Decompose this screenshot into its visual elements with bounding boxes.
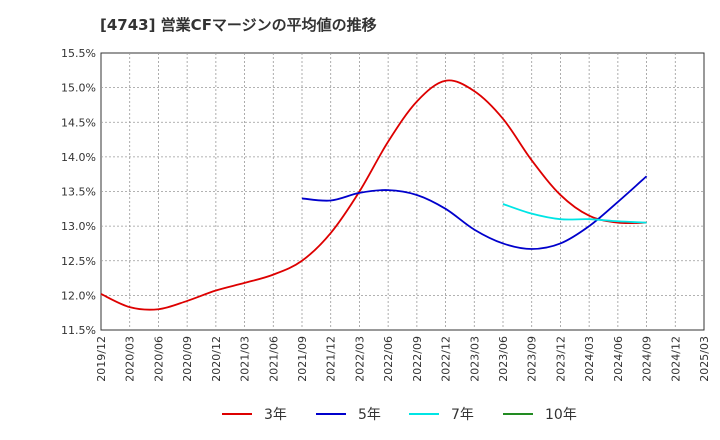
series-line-3 — [502, 203, 647, 224]
x-tick-label: 2024/06 — [612, 336, 625, 382]
legend-label-3: 7年 — [451, 407, 474, 423]
x-tick-label: 2021/06 — [267, 336, 280, 382]
x-tick-label: 2024/12 — [669, 336, 682, 382]
y-tick-label: 11.5% — [61, 324, 96, 337]
x-tick-label: 2024/03 — [583, 336, 596, 382]
series-line-1 — [100, 79, 647, 311]
y-axis: 11.5% 12.0% 12.5% 13.0% 13.5% 14.0% 14.5% 15.0%… — [61, 47, 96, 337]
x-tick-label: 2020/03 — [124, 336, 137, 382]
series-lines — [100, 79, 648, 311]
y-tick-label: 13.0% — [61, 220, 96, 233]
chart-title: [4743] 営業CFマージンの平均値の推移 — [100, 16, 377, 34]
x-tick-label: 2024/09 — [641, 336, 654, 382]
x-tick-label: 2022/06 — [382, 336, 395, 382]
x-tick-label: 2025/03 — [698, 336, 711, 382]
x-tick-label: 2020/06 — [152, 336, 165, 382]
y-tick-label: 13.5% — [61, 186, 96, 199]
y-tick-label: 12.5% — [61, 255, 96, 268]
x-tick-label: 2023/06 — [497, 336, 510, 382]
x-tick-label: 2023/09 — [526, 336, 539, 382]
y-tick-label: 14.0% — [61, 151, 96, 164]
x-tick-label: 2021/09 — [296, 336, 309, 382]
x-tick-label: 2019/12 — [95, 336, 108, 382]
legend: 3年 5年 7年 10年 — [222, 407, 577, 423]
y-tick-label: 12.0% — [61, 289, 96, 302]
x-tick-label: 2022/12 — [440, 336, 453, 382]
x-tick-label: 2020/12 — [210, 336, 223, 382]
x-tick-label: 2022/03 — [353, 336, 366, 382]
y-tick-label: 15.0% — [61, 82, 96, 95]
x-tick-label: 2023/03 — [468, 336, 481, 382]
x-tick-label: 2021/03 — [239, 336, 252, 382]
x-tick-label: 2022/09 — [411, 336, 424, 382]
legend-label-4: 10年 — [545, 407, 577, 423]
x-tick-label: 2020/09 — [181, 336, 194, 382]
x-tick-label: 2023/12 — [554, 336, 567, 382]
legend-label-2: 5年 — [358, 407, 381, 423]
y-tick-label: 14.5% — [61, 116, 96, 129]
x-axis: 2019/12 2020/03 2020/06 2020/09 2020/12 2021/… — [95, 336, 711, 382]
x-tick-label: 2021/12 — [325, 336, 338, 382]
legend-label-1: 3年 — [264, 407, 287, 423]
series-line-2 — [301, 175, 648, 250]
y-tick-label: 15.5% — [61, 47, 96, 60]
